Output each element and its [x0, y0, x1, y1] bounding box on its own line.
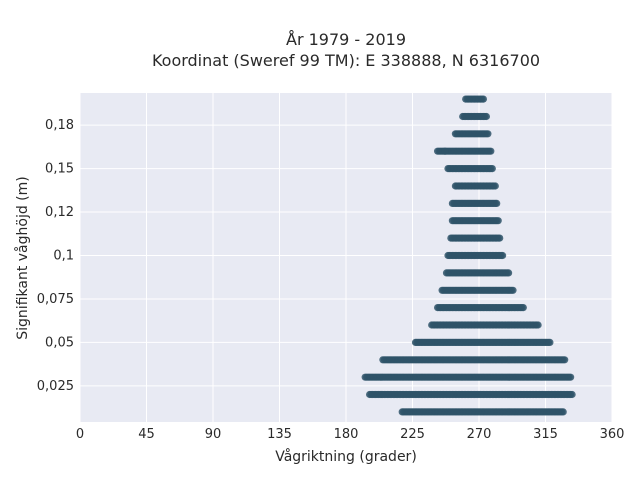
data-point: [488, 165, 496, 173]
y-tick-label: 0,15: [45, 162, 74, 177]
data-point: [487, 147, 495, 155]
y-axis-label: Signifikant våghöjd (m): [14, 176, 31, 339]
x-tick-label: 0: [76, 427, 84, 442]
y-axis-ticks: 0,025 0,05 0,075 0,1 0,12 0,15 0,18: [37, 118, 74, 394]
data-point: [496, 234, 504, 242]
x-tick-label: 135: [267, 427, 292, 442]
data-points: [361, 95, 576, 416]
chart-title-line2: Koordinat (Sweref 99 TM): E 338888, N 63…: [152, 51, 540, 70]
y-tick-label: 0,05: [45, 335, 74, 350]
y-tick-label: 0,12: [45, 205, 74, 220]
y-tick-label: 0,075: [37, 292, 74, 307]
data-point: [494, 217, 502, 225]
data-point: [479, 95, 487, 103]
data-point: [379, 356, 387, 364]
chart-title-line1: År 1979 - 2019: [286, 30, 406, 49]
data-point: [509, 286, 517, 294]
data-point: [499, 251, 507, 260]
x-tick-label: 225: [400, 427, 425, 442]
data-point: [482, 112, 490, 121]
data-point: [534, 321, 542, 329]
y-tick-label: 0,025: [37, 379, 74, 394]
data-point: [561, 356, 569, 364]
x-tick-label: 45: [138, 427, 155, 442]
x-tick-label: 270: [467, 427, 492, 442]
data-point: [505, 269, 513, 277]
data-point: [546, 338, 554, 346]
x-axis-ticks: 0 45 90 135 180 225 270 315 360: [76, 427, 625, 442]
data-point: [559, 408, 567, 416]
x-tick-label: 180: [334, 427, 359, 442]
data-point: [441, 147, 449, 155]
y-tick-label: 0,18: [45, 118, 74, 133]
data-point: [493, 199, 501, 207]
data-point: [484, 130, 492, 138]
x-axis-label: Vågriktning (grader): [275, 448, 417, 465]
x-tick-label: 360: [600, 427, 625, 442]
y-tick-label: 0,1: [53, 249, 74, 264]
data-point: [568, 390, 576, 399]
data-point: [444, 251, 452, 260]
x-tick-label: 315: [533, 427, 558, 442]
data-point: [519, 304, 527, 312]
x-tick-label: 90: [205, 427, 222, 442]
data-point: [491, 182, 499, 190]
data-point: [567, 373, 575, 381]
